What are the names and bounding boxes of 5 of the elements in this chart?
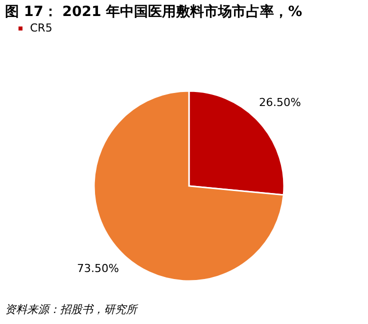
data-label: 73.50%: [77, 262, 119, 275]
data-label: 26.50%: [259, 96, 301, 110]
text: 资料来源：招股书，研究所: [5, 303, 139, 316]
chart-title: 图 17： 2021 年中国医用敷料市场市占率，%: [5, 3, 302, 20]
legend-label: CR5: [30, 22, 52, 34]
